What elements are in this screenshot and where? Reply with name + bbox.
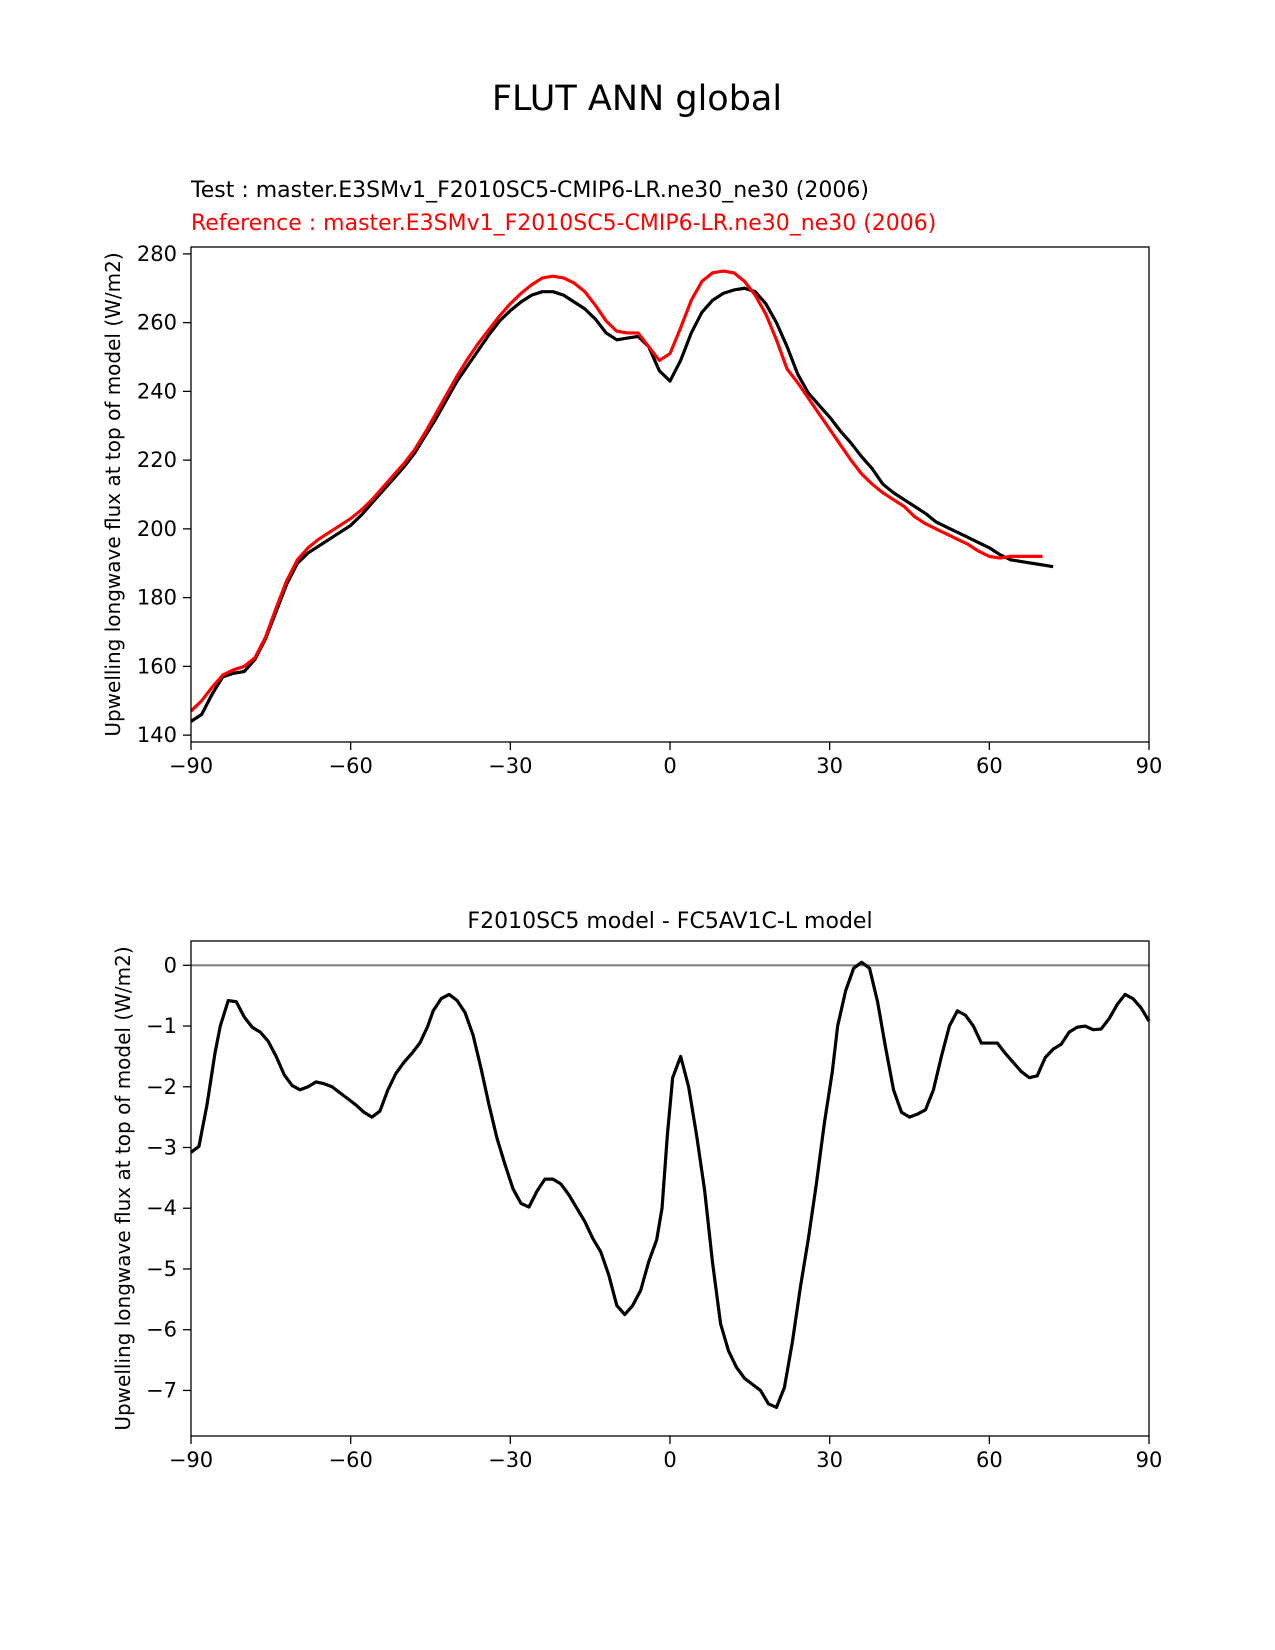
bottom-y-axis-label: Upwelling longwave flux at top of model … xyxy=(111,946,135,1430)
y-tick-label: 140 xyxy=(137,723,177,747)
x-tick-label: 0 xyxy=(663,754,676,778)
y-tick-label: −2 xyxy=(146,1075,177,1099)
series-line-reference xyxy=(189,269,1043,713)
series-line-difference xyxy=(190,960,1151,1410)
y-tick-label: −6 xyxy=(146,1318,177,1342)
x-tick-label: −30 xyxy=(488,1448,532,1472)
reference-label: Reference : master.E3SMv1_F2010SC5-CMIP6… xyxy=(191,211,936,236)
y-tick-label: 180 xyxy=(137,586,177,610)
y-tick-label: −5 xyxy=(146,1257,177,1281)
figure-title: FLUT ANN global xyxy=(492,79,782,119)
x-tick-label: −90 xyxy=(169,1448,213,1472)
x-tick-label: 90 xyxy=(1136,1448,1163,1472)
top-plot: Test : master.E3SMv1_F2010SC5-CMIP6-LR.n… xyxy=(101,178,1162,778)
bottom-plot-frame xyxy=(190,940,1150,1437)
x-tick-label: −60 xyxy=(329,1448,373,1472)
top-plot-frame xyxy=(190,246,1150,743)
y-tick-label: 240 xyxy=(137,379,177,403)
top-plot-ticks: −90 −60 −30 0 30 60 90 140 160 180 200 220 240 260 280 xyxy=(137,242,1162,778)
y-tick-label: −7 xyxy=(146,1378,177,1402)
test-label: Test : master.E3SMv1_F2010SC5-CMIP6-LR.n… xyxy=(190,178,869,203)
bottom-plot-lines xyxy=(190,960,1151,1410)
x-tick-label: −90 xyxy=(169,754,213,778)
y-tick-label: 200 xyxy=(137,517,177,541)
bottom-plot-ticks: −90 −60 −30 0 30 60 90 −7 −6 −5 −4 −3 −2 −1 0 xyxy=(146,953,1162,1472)
y-tick-label: 0 xyxy=(164,953,177,977)
x-tick-label: −60 xyxy=(329,754,373,778)
y-tick-label: −3 xyxy=(146,1136,177,1160)
y-tick-label: −4 xyxy=(146,1196,177,1220)
y-tick-label: −1 xyxy=(146,1014,177,1038)
bottom-plot-title: F2010SC5 model - FC5AV1C-L model xyxy=(467,909,872,934)
bottom-plot: F2010SC5 model - FC5AV1C-L model −90 −60−… xyxy=(111,909,1162,1472)
series-line-test xyxy=(190,286,1054,723)
y-tick-label: 260 xyxy=(137,311,177,335)
top-y-axis-label: Upwelling longwave flux at top of model … xyxy=(101,252,125,736)
x-tick-label: −30 xyxy=(488,754,532,778)
x-tick-label: 60 xyxy=(976,754,1003,778)
x-tick-label: 60 xyxy=(976,1448,1003,1472)
y-tick-label: 160 xyxy=(137,654,177,678)
x-tick-label: 90 xyxy=(1136,754,1163,778)
y-tick-label: 220 xyxy=(137,448,177,472)
y-tick-label: 280 xyxy=(137,242,177,266)
top-plot-lines xyxy=(189,269,1054,723)
x-tick-label: 30 xyxy=(816,754,843,778)
x-tick-label: 0 xyxy=(663,1448,676,1472)
x-tick-label: 30 xyxy=(816,1448,843,1472)
